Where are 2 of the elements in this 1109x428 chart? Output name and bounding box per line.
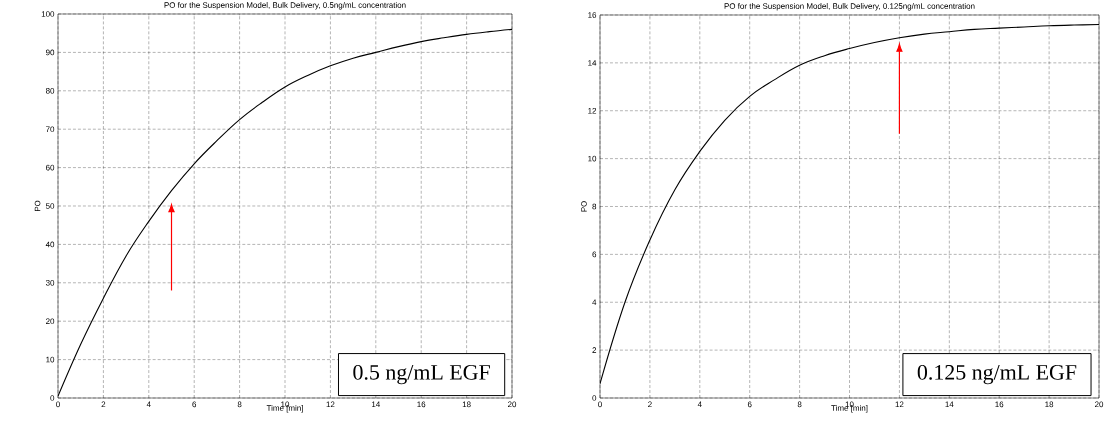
annotation: 0.5 ng/mL EGF bbox=[353, 364, 490, 385]
annotation: 0.125 ng/mL EGF bbox=[917, 364, 1077, 385]
